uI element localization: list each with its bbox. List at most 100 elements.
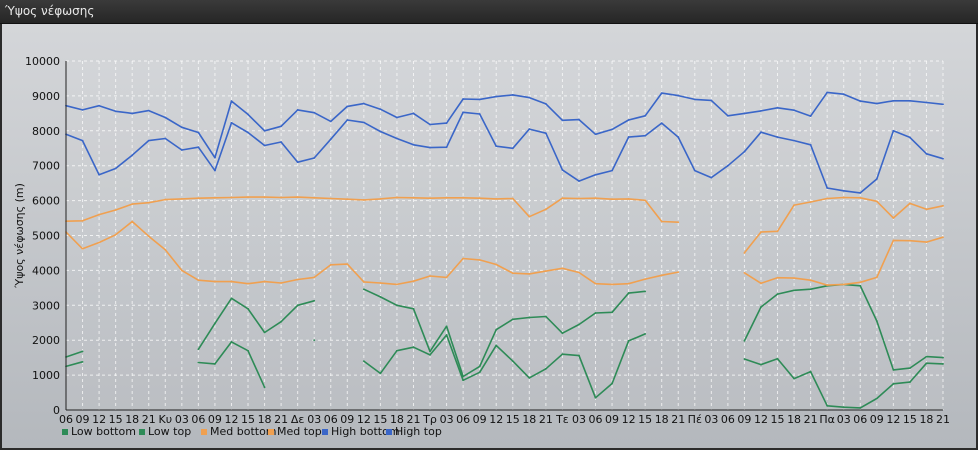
data-point	[644, 333, 647, 335]
data-point	[379, 296, 382, 298]
legend-label: Low bottom	[71, 425, 136, 438]
data-point	[495, 95, 498, 98]
x-tick-label: 18	[390, 413, 404, 426]
data-point	[611, 198, 613, 201]
data-point	[362, 199, 365, 201]
data-point	[942, 356, 944, 359]
data-point	[842, 189, 845, 192]
data-point	[445, 325, 448, 328]
data-point	[809, 370, 812, 373]
data-point	[230, 100, 233, 103]
data-point	[462, 111, 465, 114]
legend-item: High top	[386, 425, 442, 438]
data-point	[826, 284, 829, 286]
data-point	[131, 154, 134, 157]
data-point	[81, 219, 84, 222]
data-point	[81, 360, 84, 363]
x-tick-label: 09	[870, 413, 884, 426]
data-point	[776, 293, 779, 296]
data-point	[429, 350, 431, 353]
data-point	[180, 197, 183, 200]
data-point	[230, 297, 233, 300]
data-point	[346, 105, 349, 108]
x-tick-label: Πα	[819, 413, 835, 426]
data-point	[677, 271, 680, 274]
data-point	[511, 93, 514, 96]
data-point	[214, 196, 216, 199]
y-tick-label: 9000	[32, 90, 60, 103]
x-tick-label: 18	[258, 413, 272, 426]
data-point	[197, 279, 200, 282]
data-point	[396, 116, 398, 119]
data-point	[98, 104, 100, 107]
data-point	[528, 272, 531, 275]
data-point	[760, 110, 762, 112]
x-tick-label: 09	[605, 413, 619, 426]
data-point	[230, 341, 233, 343]
data-point	[379, 197, 382, 200]
x-tick-label: 21	[539, 413, 553, 426]
data-point	[594, 282, 597, 285]
data-point	[528, 316, 531, 319]
data-point	[528, 128, 531, 130]
data-point	[313, 196, 316, 199]
legend-swatch	[268, 429, 274, 435]
data-point	[793, 109, 795, 112]
data-point	[760, 306, 762, 308]
data-point	[544, 103, 547, 105]
data-point	[81, 108, 84, 111]
data-point	[478, 371, 481, 374]
data-point	[594, 396, 597, 399]
data-point	[114, 233, 117, 236]
data-point	[445, 146, 448, 149]
grid	[65, 60, 944, 411]
data-point	[594, 312, 597, 314]
data-point	[247, 282, 249, 285]
data-point	[892, 99, 895, 102]
data-point	[263, 196, 266, 199]
data-point	[396, 304, 398, 307]
data-point	[859, 196, 862, 199]
data-point	[710, 99, 713, 102]
data-point	[743, 339, 746, 342]
data-point	[114, 110, 117, 113]
data-point	[909, 367, 911, 370]
chart-panel: 0 1000 2000 3000 4000 5000 6000 7000 8000 9000 100…	[2, 24, 976, 448]
data-point	[693, 169, 696, 172]
data-point	[561, 267, 564, 270]
data-point	[412, 307, 415, 310]
data-point	[710, 176, 713, 179]
data-point	[826, 187, 829, 189]
data-point	[793, 377, 795, 380]
data-point	[412, 112, 415, 115]
data-point	[445, 334, 448, 336]
data-point	[478, 113, 481, 115]
legend-swatch	[386, 429, 392, 435]
data-point	[892, 129, 895, 132]
data-point	[329, 138, 332, 141]
data-point	[147, 235, 150, 238]
data-point	[81, 139, 84, 142]
data-point	[379, 282, 382, 284]
data-point	[164, 137, 167, 140]
data-point	[925, 362, 928, 365]
x-tick-label: 12	[357, 413, 371, 426]
data-point	[164, 248, 167, 251]
x-tick-label: Τε	[555, 413, 569, 426]
data-point	[313, 276, 316, 279]
data-point	[495, 197, 498, 200]
data-point	[760, 231, 762, 233]
series-low-bottom	[65, 333, 944, 409]
data-point	[875, 276, 878, 279]
x-tick-label: 03	[175, 413, 189, 426]
data-point	[445, 196, 448, 199]
x-tick-label: 09	[208, 413, 222, 426]
data-point	[396, 283, 398, 286]
data-point	[809, 279, 812, 282]
x-tick-label: 18	[125, 413, 139, 426]
data-point	[842, 93, 845, 96]
x-tick-label: 18	[919, 413, 933, 426]
x-tick-label: Τρ	[422, 413, 437, 426]
data-point	[131, 203, 134, 205]
data-point	[214, 280, 216, 283]
